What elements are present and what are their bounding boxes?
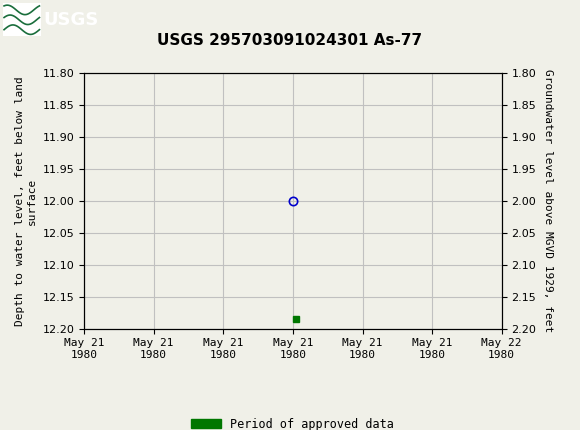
Y-axis label: Depth to water level, feet below land
surface: Depth to water level, feet below land su… [15, 76, 37, 326]
Bar [3, 3, 41, 37]
Text: USGS 295703091024301 As-77: USGS 295703091024301 As-77 [157, 34, 423, 48]
Legend: Period of approved data: Period of approved data [187, 413, 399, 430]
Text: USGS: USGS [44, 11, 99, 29]
Y-axis label: Groundwater level above MGVD 1929, feet: Groundwater level above MGVD 1929, feet [543, 69, 553, 333]
